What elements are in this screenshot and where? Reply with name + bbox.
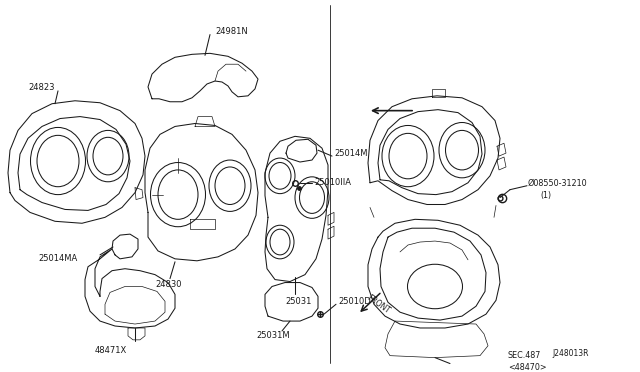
Text: 25031: 25031 (285, 297, 312, 306)
Text: Ø08550-31210: Ø08550-31210 (528, 179, 588, 188)
Text: 25031M: 25031M (256, 331, 290, 340)
Text: 24823: 24823 (28, 83, 54, 92)
Text: J248013R: J248013R (552, 349, 589, 358)
Text: 25010D: 25010D (338, 297, 371, 306)
Text: 24830: 24830 (155, 280, 182, 289)
Text: (1): (1) (540, 191, 551, 200)
Text: 25014M: 25014M (334, 149, 367, 158)
Text: 24981N: 24981N (215, 27, 248, 36)
Text: 48471X: 48471X (95, 346, 127, 355)
Text: SEC.487: SEC.487 (508, 351, 541, 360)
Text: 25014MA: 25014MA (38, 254, 77, 263)
Text: 25010IIA: 25010IIA (314, 178, 351, 187)
Text: FRONT: FRONT (365, 293, 392, 315)
Text: <48470>: <48470> (508, 363, 547, 372)
